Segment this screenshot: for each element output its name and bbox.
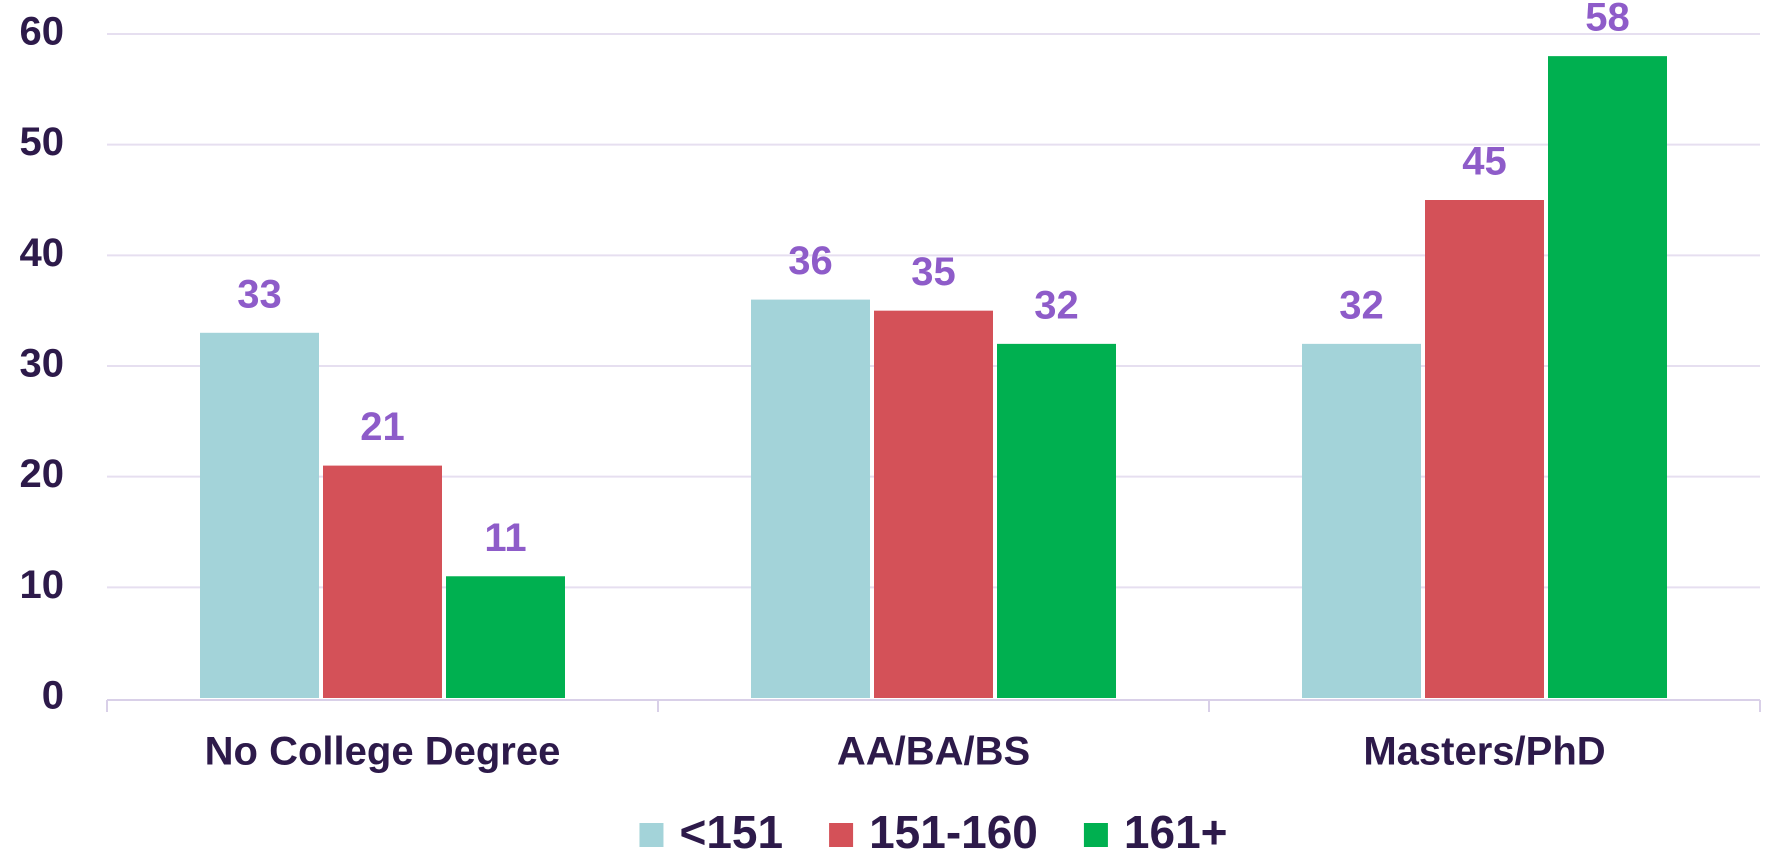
bar (874, 310, 993, 698)
legend-label: <151 (679, 806, 783, 857)
data-label: 11 (484, 516, 526, 560)
data-label: 58 (1585, 0, 1630, 40)
legend-swatch (639, 823, 664, 847)
data-label: 21 (360, 405, 405, 449)
y-tick-label: 40 (20, 231, 65, 275)
x-tick-label: No College Degree (205, 730, 561, 774)
legend-label: 151-160 (869, 806, 1038, 857)
bar (1548, 56, 1667, 698)
legend-swatch (1083, 823, 1108, 847)
y-tick-label: 10 (20, 563, 65, 607)
bar (751, 299, 870, 698)
data-label: 32 (1034, 283, 1079, 327)
data-label: 36 (788, 239, 833, 283)
y-tick-label: 0 (42, 674, 64, 718)
legend-swatch (829, 823, 854, 847)
data-label: 45 (1462, 140, 1507, 184)
bar (1425, 200, 1544, 698)
legend-label: 161+ (1124, 806, 1228, 857)
y-tick-label: 30 (20, 342, 65, 386)
y-tick-label: 60 (20, 10, 65, 54)
y-tick-label: 50 (20, 120, 65, 164)
data-label: 32 (1339, 283, 1384, 327)
data-label: 35 (911, 250, 956, 294)
bar (323, 465, 442, 698)
bar (1302, 343, 1421, 698)
data-label: 33 (237, 272, 282, 316)
bar (200, 332, 319, 698)
bar (446, 576, 565, 698)
x-tick-label: AA/BA/BS (837, 730, 1030, 774)
y-tick-label: 20 (20, 452, 65, 496)
x-tick-label: Masters/PhD (1363, 730, 1605, 774)
bar (997, 343, 1116, 698)
